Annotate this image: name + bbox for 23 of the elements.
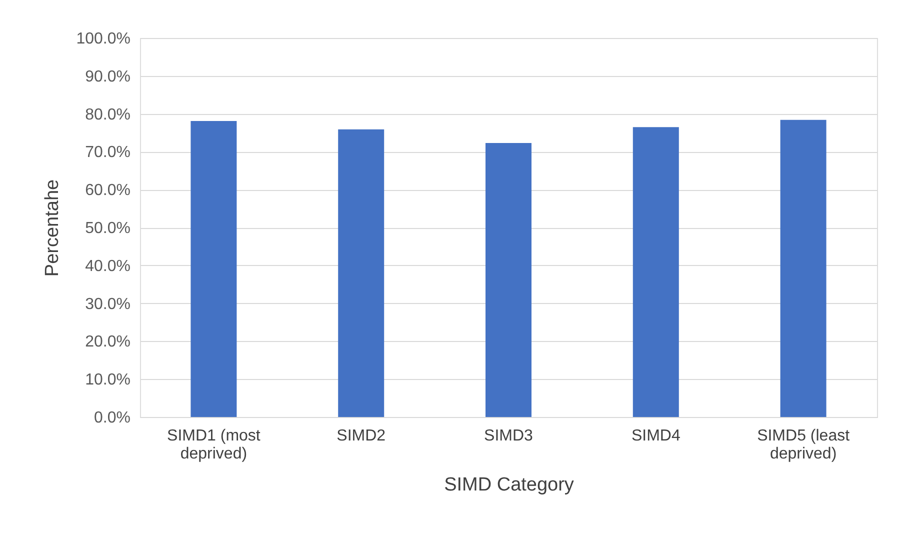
bar	[486, 142, 532, 417]
y-tick-label: 50.0%	[85, 220, 130, 237]
y-tick-label: 100.0%	[76, 30, 130, 48]
y-tick-label: 70.0%	[85, 144, 130, 162]
y-tick-label: 30.0%	[85, 296, 130, 313]
bar	[338, 129, 384, 417]
y-tick-label: 20.0%	[85, 334, 130, 351]
y-tick-label: 0.0%	[94, 410, 130, 426]
x-tick-label: SIMD4	[631, 428, 680, 444]
x-tick-label: SIMD3	[484, 428, 534, 444]
bar	[780, 120, 826, 417]
y-tick-label: 60.0%	[85, 182, 130, 200]
bar	[632, 127, 679, 417]
y-tick-label: 40.0%	[85, 258, 130, 275]
x-tick-label: SIMD5 (least deprived)	[757, 428, 850, 462]
bar	[190, 121, 237, 417]
y-axis-title: Percentahe	[42, 179, 64, 277]
x-tick-label: SIMD2	[336, 428, 386, 444]
y-tick-label: 90.0%	[85, 68, 130, 86]
x-axis-title: SIMD Category	[444, 474, 574, 496]
y-tick-label: 10.0%	[85, 372, 130, 389]
x-tick-label: SIMD1 (most deprived)	[167, 428, 261, 462]
y-tick-label: 80.0%	[85, 106, 130, 124]
